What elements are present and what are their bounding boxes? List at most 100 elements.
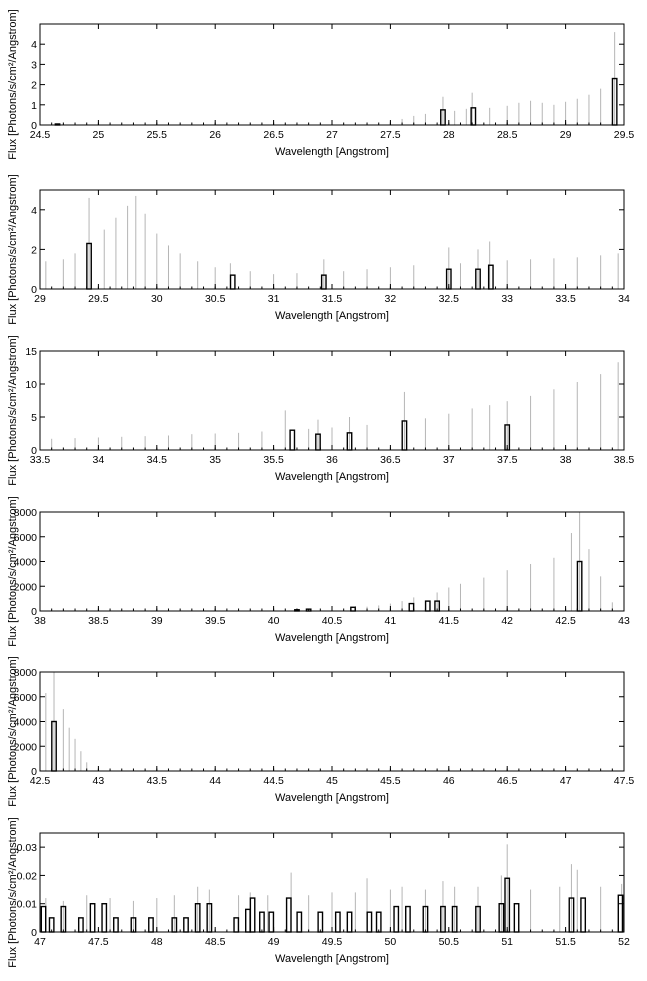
x-tick-label: 43 (618, 615, 630, 627)
flux-bar (375, 911, 382, 933)
x-tick-label: 47 (560, 775, 572, 787)
x-tick-label: 34.5 (147, 454, 168, 466)
x-tick-label: 29.5 (88, 293, 109, 305)
x-tick-label: 33 (501, 293, 513, 305)
y-tick-label: 4000 (14, 557, 38, 569)
flux-bar (113, 917, 119, 933)
x-tick-label: 38 (34, 615, 46, 627)
flux-bar (513, 903, 520, 933)
flux-bar (470, 107, 477, 126)
x-tick-label: 36 (326, 454, 338, 466)
x-tick-label: 51.5 (555, 936, 576, 948)
y-tick-label: 4 (31, 205, 37, 217)
x-tick-label: 50 (385, 936, 397, 948)
x-tick-label: 45.5 (380, 775, 401, 787)
x-tick-label: 38.5 (88, 615, 109, 627)
y-tick-label: 0.03 (17, 842, 38, 854)
y-axis-label: Flux [Photons/s/cm²/Angstrom] (7, 817, 19, 967)
x-tick-label: 43 (93, 775, 105, 787)
y-tick-label: 15 (25, 346, 37, 358)
x-tick-label: 43.5 (147, 775, 168, 787)
flux-bar (183, 917, 189, 933)
flux-bar (249, 897, 256, 933)
flux-bar (40, 905, 47, 933)
y-tick-label: 6000 (14, 532, 38, 544)
x-tick-label: 24.5 (30, 129, 51, 141)
x-tick-label: 46.5 (497, 775, 518, 787)
x-tick-label: 47.5 (614, 775, 635, 787)
panel-6: 47 47.5 48 48.5 49 49.5 50 50.5 51 51.5 52 0 0.01 0.0… (7, 817, 630, 967)
flux-bar (405, 905, 411, 933)
flux-bar (366, 911, 373, 933)
x-tick-label: 29.5 (614, 129, 635, 141)
x-tick-label: 26 (209, 129, 221, 141)
x-tick-label: 29 (34, 293, 46, 305)
x-tick-label: 31.5 (322, 293, 343, 305)
y-tick-label: 2000 (14, 741, 38, 753)
y-tick-label: 2000 (14, 581, 38, 593)
x-axis-label: Wavelength [Angstrom] (275, 471, 389, 483)
plot-frame (39, 511, 625, 612)
flux-bar (346, 911, 353, 933)
x-tick-label: 52 (618, 936, 630, 948)
x-tick-label: 44.5 (263, 775, 284, 787)
x-tick-label: 38.5 (614, 454, 635, 466)
flux-bar (334, 911, 341, 933)
panel-5: 42.5 43 43.5 44 44.5 45 45.5 46 46.5 47 47.5 0 2000 4… (7, 656, 634, 806)
flux-bar (245, 908, 251, 933)
x-tick-label: 37.5 (497, 454, 518, 466)
flux-bar (285, 897, 292, 933)
x-tick-label: 27.5 (380, 129, 401, 141)
x-tick-label: 48.5 (205, 936, 226, 948)
x-axis-label: Wavelength [Angstrom] (275, 146, 389, 158)
x-tick-label: 34 (93, 454, 105, 466)
flux-bar (317, 911, 324, 933)
y-tick-label: 8000 (14, 667, 38, 679)
flux-bar (289, 429, 296, 451)
y-tick-label: 0 (31, 766, 37, 778)
flux-bar (296, 911, 303, 933)
x-tick-label: 35 (209, 454, 221, 466)
flux-bar (268, 911, 275, 933)
x-tick-label: 41 (385, 615, 397, 627)
flux-bar (408, 602, 415, 612)
y-tick-label: 6000 (14, 692, 38, 704)
x-tick-label: 30 (151, 293, 163, 305)
plot-frame (39, 671, 625, 772)
flux-bar (424, 600, 431, 612)
panel-2: 29 29.5 30 30.5 31 31.5 32 32.5 33 33.5 34 0 2 4 Wavel… (7, 174, 630, 324)
flux-bar (350, 606, 356, 612)
flux-bar (229, 274, 236, 290)
x-tick-label: 40.5 (322, 615, 343, 627)
plot-frame (39, 23, 625, 126)
x-tick-label: 45 (326, 775, 338, 787)
flux-bar (580, 897, 587, 933)
y-tick-label: 2 (31, 244, 37, 256)
flux-bar (393, 905, 400, 933)
x-tick-label: 35.5 (263, 454, 284, 466)
y-axis-label: Flux [Photons/s/cm²/Angstrom] (7, 656, 19, 806)
x-tick-label: 47.5 (88, 936, 109, 948)
x-tick-label: 26.5 (263, 129, 284, 141)
y-axis-label: Flux [Photons/s/cm²/Angstrom] (7, 9, 19, 159)
x-tick-label: 42 (501, 615, 513, 627)
y-axis-label: Flux [Photons/s/cm²/Angstrom] (7, 174, 19, 324)
x-axis-label: Wavelength [Angstrom] (275, 310, 389, 322)
y-tick-label: 5 (31, 412, 37, 424)
x-tick-label: 34 (618, 293, 630, 305)
x-tick-label: 25.5 (147, 129, 168, 141)
x-tick-label: 44 (209, 775, 221, 787)
y-tick-label: 0.01 (17, 899, 38, 911)
x-tick-label: 49 (268, 936, 280, 948)
x-tick-label: 32.5 (439, 293, 460, 305)
x-tick-label: 38 (560, 454, 572, 466)
y-tick-label: 10 (25, 379, 37, 391)
x-tick-label: 33.5 (30, 454, 51, 466)
x-tick-label: 50.5 (439, 936, 460, 948)
y-tick-label: 0 (31, 284, 37, 296)
flux-bar (259, 911, 265, 933)
panel-3: 33.5 34 34.5 35 35.5 36 36.5 37 37.5 38 38.5 0 5 10 15… (7, 335, 634, 485)
panel-1: 24.5 25 25.5 26 26.5 27 27.5 28 28.5 29 29.5 0 1 2 3 4 W… (7, 9, 634, 159)
